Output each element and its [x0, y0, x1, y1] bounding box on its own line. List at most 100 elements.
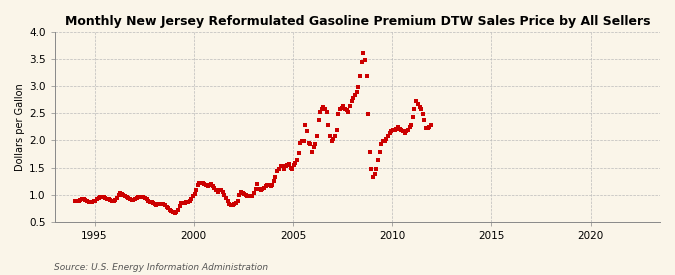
Point	[287, 166, 298, 171]
Point	[318, 104, 329, 109]
Point	[348, 96, 358, 100]
Point	[244, 194, 254, 199]
Point	[159, 203, 170, 208]
Point	[399, 131, 410, 135]
Point	[167, 210, 178, 214]
Point	[356, 60, 367, 65]
Point	[381, 137, 392, 141]
Point	[272, 169, 283, 173]
Point	[153, 202, 163, 207]
Point	[261, 184, 271, 189]
Point	[362, 112, 373, 117]
Point	[335, 107, 346, 111]
Point	[321, 110, 332, 114]
Point	[329, 133, 340, 138]
Point	[315, 110, 326, 114]
Point	[82, 198, 92, 203]
Point	[108, 198, 119, 203]
Point	[409, 107, 420, 111]
Point	[144, 199, 155, 204]
Point	[115, 191, 126, 195]
Point	[426, 122, 437, 127]
Point	[295, 141, 306, 145]
Point	[99, 195, 109, 200]
Point	[158, 202, 169, 207]
Point	[379, 139, 390, 144]
Point	[300, 123, 310, 127]
Point	[219, 193, 230, 197]
Point	[392, 125, 403, 130]
Point	[351, 90, 362, 94]
Point	[179, 200, 190, 205]
Point	[285, 165, 296, 170]
Point	[396, 128, 406, 132]
Point	[292, 158, 302, 163]
Point	[360, 58, 371, 62]
Point	[404, 125, 415, 130]
Point	[317, 107, 327, 111]
Point	[354, 74, 365, 78]
Point	[406, 122, 416, 127]
Point	[358, 50, 369, 55]
Point	[173, 208, 184, 212]
Point	[222, 198, 233, 203]
Point	[188, 194, 198, 199]
Point	[246, 194, 256, 199]
Point	[176, 201, 187, 205]
Point	[214, 188, 225, 192]
Point	[141, 197, 152, 202]
Point	[80, 198, 90, 202]
Point	[278, 166, 289, 171]
Point	[119, 194, 130, 199]
Point	[338, 104, 349, 108]
Point	[85, 200, 96, 204]
Point	[306, 150, 317, 155]
Point	[163, 206, 173, 210]
Point	[387, 128, 398, 132]
Point	[250, 187, 261, 191]
Point	[217, 190, 228, 195]
Point	[280, 164, 291, 169]
Point	[86, 199, 97, 204]
Point	[391, 127, 402, 131]
Point	[113, 192, 124, 197]
Point	[263, 183, 274, 187]
Point	[312, 134, 323, 138]
Point	[77, 197, 88, 202]
Point	[331, 128, 342, 132]
Point	[423, 126, 433, 130]
Point	[111, 196, 122, 200]
Point	[412, 101, 423, 106]
Point	[70, 199, 81, 203]
Point	[146, 200, 157, 204]
Point	[166, 209, 177, 213]
Point	[178, 200, 188, 205]
Point	[323, 123, 334, 127]
Point	[110, 198, 121, 202]
Point	[216, 188, 227, 192]
Point	[224, 202, 235, 207]
Point	[386, 129, 397, 133]
Point	[201, 183, 212, 187]
Point	[88, 199, 99, 203]
Point	[118, 193, 129, 197]
Point	[221, 196, 232, 200]
Point	[257, 187, 268, 191]
Point	[350, 93, 360, 98]
Point	[376, 142, 387, 146]
Point	[161, 204, 172, 209]
Point	[267, 183, 277, 187]
Point	[240, 193, 251, 197]
Point	[284, 162, 294, 166]
Point	[123, 196, 134, 200]
Point	[156, 202, 167, 206]
Point	[371, 166, 382, 171]
Point	[130, 197, 140, 202]
Point	[149, 202, 160, 207]
Point	[143, 199, 154, 203]
Point	[259, 186, 269, 190]
Point	[134, 195, 145, 199]
Point	[122, 195, 132, 200]
Point	[83, 199, 94, 204]
Point	[169, 210, 180, 215]
